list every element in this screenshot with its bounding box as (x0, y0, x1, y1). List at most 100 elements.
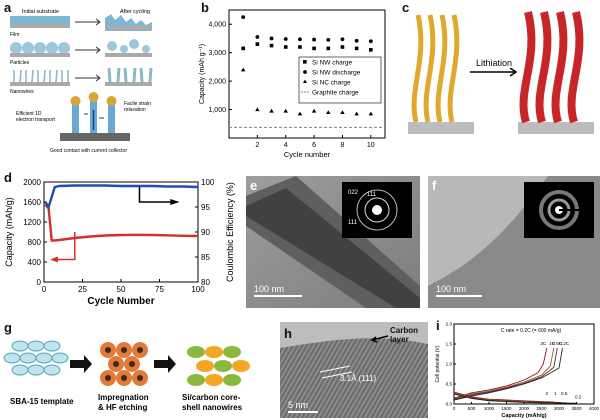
y-tick-label: 1200 (23, 218, 41, 227)
panel-b-label: b (201, 0, 209, 15)
lithiation-label: Lithiation (476, 58, 512, 68)
carbon-layer-label: Carbon layer (390, 326, 418, 344)
x-tick-label: 4 (284, 142, 288, 149)
y-axis-label: Cell potential (V) (435, 345, 441, 382)
point-si-nw-discharge (255, 35, 260, 39)
panel-d: d 0 25 50 75 100 0 400 800 1200 1600 2000 80 85 90 95 1… (0, 170, 240, 315)
panel-a-schematic: Initial substrate After cycling Film Par… (10, 9, 153, 154)
capacity-arrow-icon (50, 256, 58, 263)
point-si-nw-charge (326, 46, 331, 51)
efficient-transport-label: Efficient 1D electron transport (16, 111, 56, 123)
legend-entry: Si NW discharge (312, 70, 361, 77)
y-tick-label: 3,000 (208, 50, 226, 57)
x-tick-label: 0 (453, 406, 456, 411)
scalebar-h-text: 5 nm (288, 400, 309, 410)
particles-before (10, 42, 70, 54)
plot-frame (43, 181, 199, 283)
rate-label: 0.2 (575, 394, 582, 399)
film-label: Film (10, 32, 19, 38)
legend-marker (303, 70, 307, 74)
scalebar-f-text: 100 nm (436, 284, 467, 294)
legend-entry: Si NW charge (312, 60, 352, 67)
substrate-left (408, 122, 474, 134)
panel-f-label: f (432, 178, 437, 193)
y-axis-label: Capacity (mAh g⁻¹) (199, 44, 206, 104)
point-si-nc-charge (255, 107, 260, 112)
strain-relaxation-label: Facile strain relaxation (124, 101, 151, 113)
panel-g-label: g (4, 320, 12, 335)
good-contact-label: Good contact with current collector (50, 148, 127, 154)
y2-tick-label: 85 (201, 253, 210, 262)
point-si-nc-charge (269, 108, 274, 113)
chart-title: C rate = 0.2C (= 600 mA/g) (501, 328, 562, 334)
point-si-nw-discharge (298, 37, 302, 42)
y2-tick-label: 80 (201, 278, 210, 287)
series-0p2C (453, 347, 563, 401)
panel-i-label: i (436, 318, 440, 333)
lithiation-arrow-icon (509, 67, 518, 77)
x-tick-label: 1500 (501, 406, 512, 411)
rate-label: 1 (554, 391, 557, 396)
point-si-nc-charge (354, 111, 359, 116)
panel-i: i 0 500 1000 1500 2000 2500 3000 3500 4000 0.0 0.5… (432, 318, 600, 420)
panel-a-label: a (4, 0, 12, 15)
core-shell-label: Si/carbon core-shell nanowires (182, 393, 243, 412)
point-si-nw-charge (283, 45, 288, 49)
x-axis-label: Cycle Number (87, 296, 154, 307)
y2-axis-label: Coulombic Efficiency (%) (225, 182, 235, 282)
substrate-right (518, 122, 594, 134)
series-coulombic-efficiency (44, 184, 199, 210)
point-si-nw-discharge (368, 39, 373, 44)
core-shell-nanowires-icon (187, 346, 250, 386)
initial-substrate-label: Initial substrate (22, 9, 59, 15)
legend-box (298, 56, 382, 104)
series-capacity (44, 203, 199, 242)
ce-arrow-line (138, 187, 174, 203)
sba15-label: SBA-15 template (10, 397, 74, 406)
legend-marker (303, 60, 307, 64)
legend-entry: Si NC charge (312, 80, 351, 87)
y-tick-label: 800 (28, 238, 42, 247)
point-si-nw-discharge (312, 37, 316, 42)
series-3C (453, 347, 548, 399)
x-tick-label: 10 (367, 142, 375, 149)
x-axis-label: Capacity (mAh/g) (501, 413, 546, 419)
rate-label: 1C (549, 341, 556, 346)
x-tick-label: 6 (312, 142, 316, 149)
point-si-nc-charge (368, 111, 374, 116)
panel-c: c Lithiation (398, 0, 600, 160)
arrow-icon-2 (154, 355, 176, 373)
rate-label: 0.5 (561, 391, 568, 396)
spot-111-a: 111 (367, 192, 377, 198)
nanowires-after (107, 67, 153, 83)
panel-e: 022 111 111 e 100 nm (246, 176, 420, 308)
point-si-nc-charge (326, 110, 331, 114)
point-si-nw-charge (269, 43, 274, 48)
legend-marker (303, 79, 307, 83)
x-tick-label: 3000 (554, 406, 565, 411)
tem-image-e: 022 111 111 (246, 176, 420, 308)
rate-label: 0.2C (559, 341, 569, 346)
x-tick-label: 4000 (589, 406, 600, 411)
point-si-nw-charge (255, 42, 260, 46)
voltage-profile-chart: 0 500 1000 1500 2000 2500 3000 3500 4000 0.0 0.5 1.… (435, 322, 600, 419)
y-axis-label: Capacity (mAh/g) (4, 197, 14, 267)
y2-tick-label: 90 (201, 228, 210, 237)
sba15-template-icon (3, 340, 69, 376)
y-tick-label: 0.5 (446, 382, 453, 387)
hrtem-image-h (280, 322, 428, 418)
scalebar-h: 5 nm (288, 400, 318, 413)
spot-111-b: 111 (348, 220, 358, 226)
x-tick-label: 75 (155, 285, 164, 294)
y-tick-label: 1.0 (446, 362, 453, 367)
y-tick-label: 2.0 (446, 322, 453, 327)
rate-label: 0.5C (552, 341, 562, 346)
lattice-spacing-label: 3.1Å (111) (340, 374, 377, 383)
y-tick-label: 2,000 (208, 79, 226, 86)
y-tick-label: 0 (37, 278, 42, 287)
panel-a: a Initial substrate After cycling Film P… (0, 0, 190, 160)
y-tick-label: 4,000 (208, 22, 226, 29)
panel-d-label: d (4, 170, 12, 185)
impregnation-icon (100, 342, 148, 386)
cycling-chart: 0 25 50 75 100 0 400 800 1200 1600 2000 80 85 90 95 100… (4, 178, 235, 307)
